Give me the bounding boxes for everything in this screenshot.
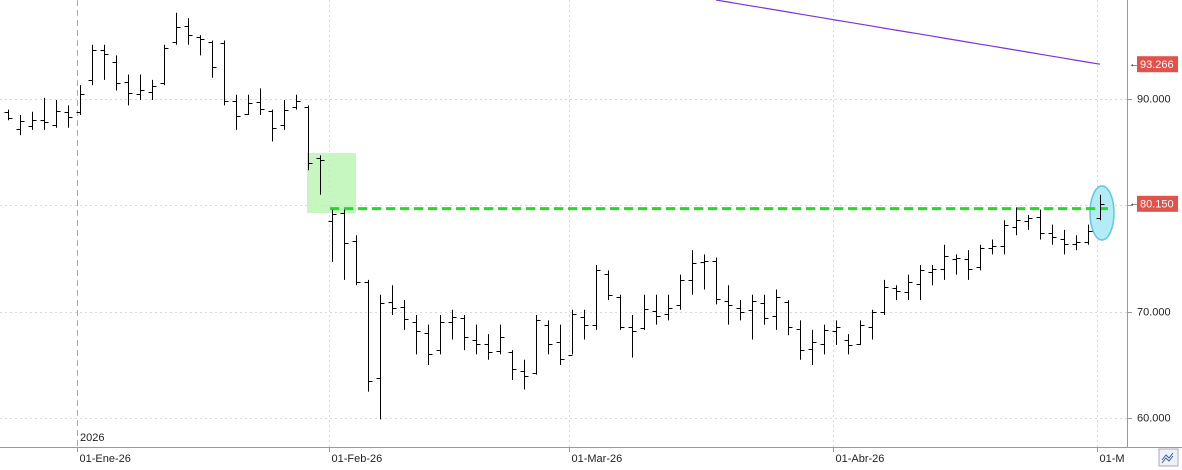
plot-area <box>4 0 1108 420</box>
price-tag-label: 80.150 <box>1140 199 1174 211</box>
price-arrow: ← <box>1129 58 1140 70</box>
x-tick-label: 01-Mar-26 <box>572 453 623 465</box>
y-tick-label: 60.000 <box>1137 412 1171 424</box>
y-tick-label: 70.000 <box>1137 306 1171 318</box>
x-tick-label: 01-Ene-26 <box>80 453 131 465</box>
price-tag <box>1137 56 1178 73</box>
x-tick-label: 01-M <box>1100 453 1125 465</box>
year-label: 2026 <box>80 432 104 444</box>
moving-average-line <box>715 0 1101 65</box>
y-tick-label: 90.000 <box>1137 93 1171 105</box>
price-arrow: ← <box>1129 198 1140 210</box>
settings-icon <box>1161 452 1174 464</box>
axes-layer: 60.00070.00080.00090.00001-Ene-2601-Feb-… <box>77 56 1178 465</box>
grid-layer <box>0 0 1127 447</box>
price-tag <box>1137 195 1178 212</box>
x-tick-label: 01-Abr-26 <box>836 453 885 465</box>
price-tag-label: 93.266 <box>1140 59 1174 71</box>
x-tick-label: 01-Feb-26 <box>332 453 383 465</box>
highlight-zone <box>307 153 356 213</box>
highlight-ellipse <box>1089 185 1115 241</box>
